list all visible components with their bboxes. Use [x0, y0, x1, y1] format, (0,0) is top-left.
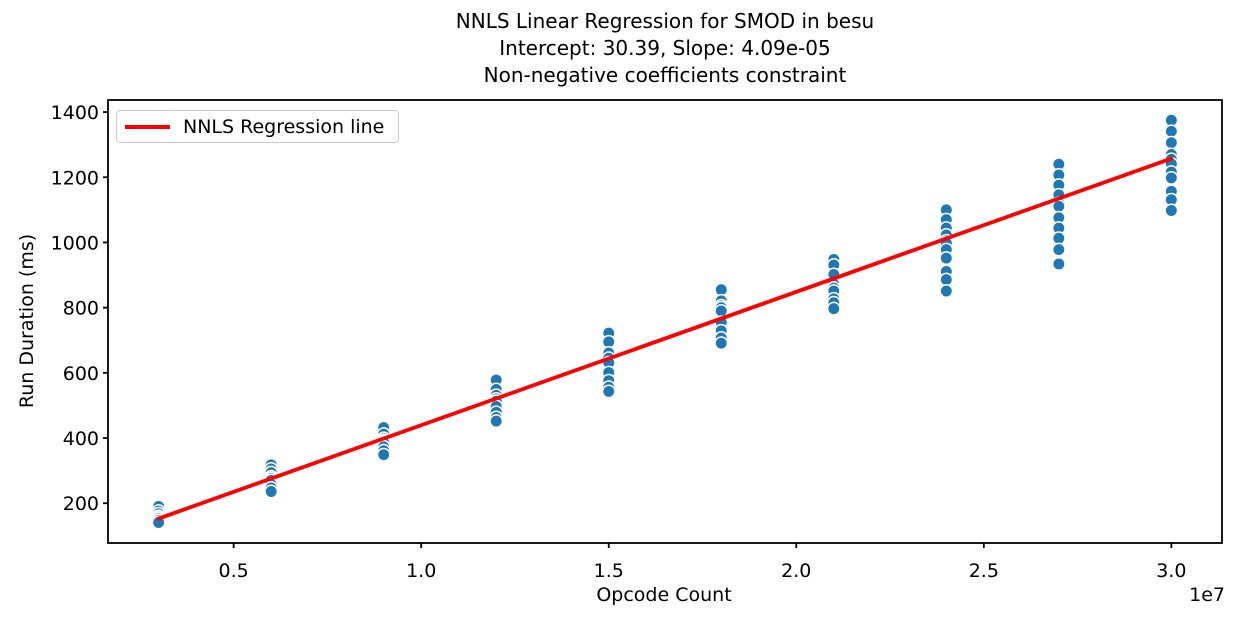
- y-tick-label: 1000: [51, 232, 99, 254]
- y-axis-label: Run Duration (ms): [16, 233, 38, 409]
- scatter-point: [1051, 231, 1066, 246]
- scatter-point: [489, 414, 504, 429]
- chart-title-line-1: NNLS Linear Regression for SMOD in besu: [455, 9, 875, 33]
- scatter-point: [376, 447, 391, 462]
- legend: NNLS Regression line: [116, 110, 400, 143]
- y-tick-label: 1400: [51, 102, 99, 124]
- x-tick-label: 3.0: [1156, 560, 1186, 582]
- x-tick-label: 2.5: [969, 560, 999, 582]
- scatter-point: [826, 301, 841, 316]
- scatter-point: [1051, 257, 1066, 271]
- x-tick-label: 1.0: [406, 560, 436, 582]
- x-axis-label: Opcode Count: [596, 584, 732, 606]
- scatter-point: [1164, 170, 1179, 185]
- y-tick-label: 1200: [51, 167, 99, 189]
- scatter-point: [939, 272, 954, 287]
- legend-line-swatch: [125, 124, 170, 129]
- plot-frame: [107, 99, 1223, 544]
- chart-title-line-3: Non-negative coefficients constraint: [483, 63, 847, 87]
- scatter-point: [264, 484, 279, 499]
- y-tick-label: 800: [63, 298, 99, 320]
- legend-label: NNLS Regression line: [183, 115, 385, 138]
- scatter-point: [1164, 135, 1179, 150]
- regression-line: [156, 156, 1174, 521]
- chart-title-line-2: Intercept: 30.39, Slope: 4.09e-05: [499, 36, 831, 60]
- y-tick-label: 200: [63, 493, 99, 515]
- scatter-point: [714, 336, 729, 351]
- scatter-point: [939, 251, 954, 266]
- scatter-point: [601, 384, 616, 399]
- scatter-point: [939, 284, 954, 298]
- scatter-point: [1164, 124, 1179, 139]
- y-tick-label: 600: [63, 363, 99, 385]
- x-tick-label: 0.5: [219, 560, 249, 582]
- x-tick-label: 2.0: [781, 560, 811, 582]
- scatter-point: [1164, 203, 1179, 218]
- x-axis-offset-label: 1e7: [1189, 584, 1225, 606]
- y-tick-label: 400: [63, 428, 99, 450]
- scatter-point: [1051, 242, 1066, 257]
- chart-title: NNLS Linear Regression for SMOD in besu …: [108, 8, 1222, 89]
- x-tick-label: 1.5: [594, 560, 624, 582]
